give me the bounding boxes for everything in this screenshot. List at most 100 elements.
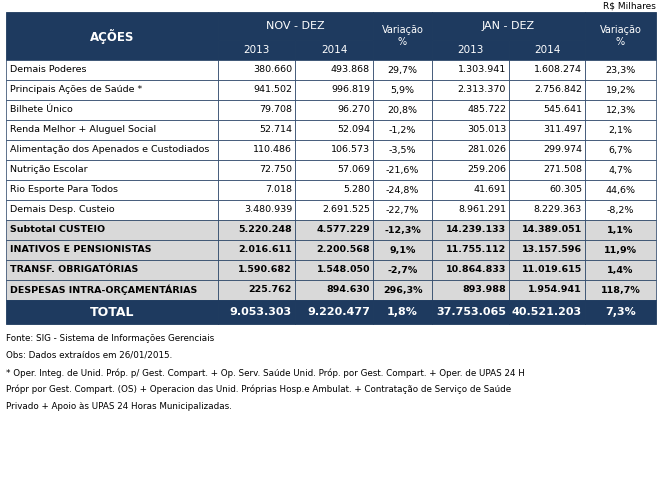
- Text: Própr por Gest. Compart. (OS) + Operacion das Unid. Próprias Hosp.e Ambulat. + C: Própr por Gest. Compart. (OS) + Operacio…: [6, 385, 511, 395]
- Text: 11,9%: 11,9%: [604, 245, 637, 255]
- Bar: [585, 240, 656, 260]
- Bar: [432, 80, 509, 100]
- Bar: [295, 180, 373, 200]
- Bar: [373, 160, 432, 180]
- Text: -12,3%: -12,3%: [384, 226, 421, 235]
- Text: -1,2%: -1,2%: [389, 126, 416, 134]
- Bar: [295, 220, 373, 240]
- Text: 14.389.051: 14.389.051: [522, 226, 582, 235]
- Bar: [585, 100, 656, 120]
- Bar: [218, 280, 295, 300]
- Bar: [6, 200, 218, 220]
- Text: 44,6%: 44,6%: [606, 185, 636, 195]
- Text: Privado + Apoio às UPAS 24 Horas Municipalizadas.: Privado + Apoio às UPAS 24 Horas Municip…: [6, 402, 232, 411]
- Text: 37.753.065: 37.753.065: [436, 307, 506, 317]
- Bar: [6, 220, 218, 240]
- Bar: [218, 40, 295, 60]
- Bar: [509, 180, 585, 200]
- Text: 2013: 2013: [457, 45, 484, 55]
- Bar: [295, 60, 373, 80]
- Bar: [432, 160, 509, 180]
- Text: 225.762: 225.762: [249, 285, 292, 295]
- Text: 1.608.274: 1.608.274: [534, 66, 582, 74]
- Bar: [373, 300, 432, 324]
- Bar: [585, 80, 656, 100]
- Text: 72.750: 72.750: [259, 166, 292, 174]
- Bar: [432, 220, 509, 240]
- Text: 9,1%: 9,1%: [389, 245, 416, 255]
- Text: 9.053.303: 9.053.303: [230, 307, 292, 317]
- Bar: [295, 160, 373, 180]
- Bar: [585, 160, 656, 180]
- Text: 7,3%: 7,3%: [605, 307, 636, 317]
- Bar: [509, 260, 585, 280]
- Text: Variação
%: Variação %: [600, 25, 641, 47]
- Bar: [6, 12, 218, 60]
- Text: NOV - DEZ: NOV - DEZ: [266, 21, 325, 31]
- Bar: [218, 80, 295, 100]
- Bar: [218, 60, 295, 80]
- Bar: [509, 140, 585, 160]
- Text: 545.641: 545.641: [543, 105, 582, 114]
- Text: 2.313.370: 2.313.370: [457, 85, 506, 95]
- Bar: [295, 40, 373, 60]
- Text: 5,9%: 5,9%: [391, 85, 414, 95]
- Bar: [432, 140, 509, 160]
- Text: 118,7%: 118,7%: [600, 285, 640, 295]
- Text: 271.508: 271.508: [543, 166, 582, 174]
- Bar: [6, 80, 218, 100]
- Bar: [432, 280, 509, 300]
- Text: 3.480.939: 3.480.939: [244, 205, 292, 214]
- Bar: [6, 100, 218, 120]
- Bar: [432, 300, 509, 324]
- Bar: [6, 280, 218, 300]
- Bar: [218, 240, 295, 260]
- Text: * Oper. Integ. de Unid. Próp. p/ Gest. Compart. + Op. Serv. Saúde Unid. Próp. po: * Oper. Integ. de Unid. Próp. p/ Gest. C…: [6, 368, 525, 378]
- Bar: [509, 280, 585, 300]
- Text: 106.573: 106.573: [331, 145, 370, 155]
- Text: 8.961.291: 8.961.291: [458, 205, 506, 214]
- Bar: [6, 260, 218, 280]
- Bar: [6, 240, 218, 260]
- Bar: [585, 220, 656, 240]
- Text: Demais Desp. Custeio: Demais Desp. Custeio: [10, 205, 115, 214]
- Bar: [373, 140, 432, 160]
- Text: 52.714: 52.714: [259, 126, 292, 134]
- Bar: [218, 160, 295, 180]
- Bar: [373, 120, 432, 140]
- Bar: [295, 120, 373, 140]
- Bar: [295, 100, 373, 120]
- Bar: [218, 200, 295, 220]
- Text: 79.708: 79.708: [259, 105, 292, 114]
- Text: TRANSF. OBRIGATÓRIAS: TRANSF. OBRIGATÓRIAS: [10, 266, 138, 274]
- Bar: [585, 120, 656, 140]
- Text: -24,8%: -24,8%: [386, 185, 419, 195]
- Bar: [432, 180, 509, 200]
- Text: 1,4%: 1,4%: [607, 266, 634, 274]
- Bar: [218, 260, 295, 280]
- Text: 20,8%: 20,8%: [387, 105, 418, 114]
- Bar: [373, 220, 432, 240]
- Bar: [218, 12, 373, 40]
- Text: Nutrição Escolar: Nutrição Escolar: [10, 166, 87, 174]
- Bar: [432, 40, 509, 60]
- Bar: [295, 80, 373, 100]
- Text: R$ Milhares: R$ Milhares: [603, 1, 656, 10]
- Text: 2014: 2014: [534, 45, 560, 55]
- Text: Subtotal CUSTEIO: Subtotal CUSTEIO: [10, 226, 105, 235]
- Bar: [585, 280, 656, 300]
- Bar: [373, 12, 432, 60]
- Text: 2,1%: 2,1%: [608, 126, 632, 134]
- Bar: [6, 300, 218, 324]
- Text: 305.013: 305.013: [467, 126, 506, 134]
- Text: 1.954.941: 1.954.941: [528, 285, 582, 295]
- Bar: [585, 140, 656, 160]
- Bar: [373, 100, 432, 120]
- Text: 893.988: 893.988: [462, 285, 506, 295]
- Text: DESPESAS INTRA-ORÇAMENTÁRIAS: DESPESAS INTRA-ORÇAMENTÁRIAS: [10, 285, 197, 295]
- Bar: [432, 200, 509, 220]
- Bar: [432, 60, 509, 80]
- Bar: [218, 120, 295, 140]
- Text: 14.239.133: 14.239.133: [446, 226, 506, 235]
- Bar: [373, 80, 432, 100]
